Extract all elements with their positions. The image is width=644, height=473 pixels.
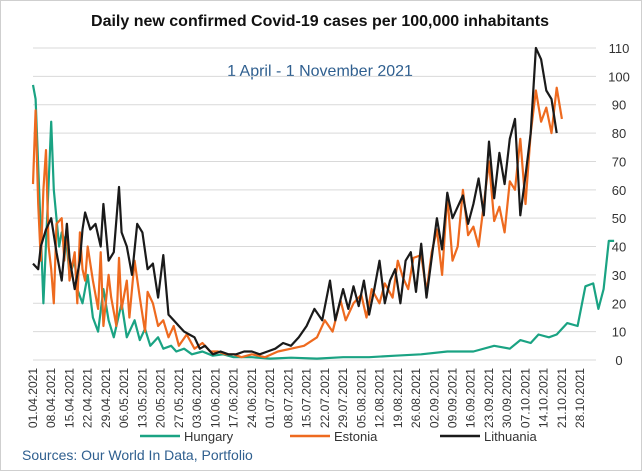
x-tick-label: 30.09.2021: [500, 368, 514, 428]
x-tick-label: 01.07.2021: [263, 368, 277, 428]
x-tick-label: 06.05.2021: [117, 368, 131, 428]
legend-label: Lithuania: [484, 429, 538, 444]
x-tick-label: 14.10.2021: [537, 368, 551, 428]
y-tick-label: 90: [612, 98, 626, 113]
x-tick-label: 19.08.2021: [391, 368, 405, 428]
y-tick-label: 30: [612, 268, 626, 283]
x-tick-label: 27.05.2021: [172, 368, 186, 428]
y-tick-label: 100: [608, 69, 630, 84]
y-tick-label: 70: [612, 154, 626, 169]
y-tick-label: 20: [612, 296, 626, 311]
chart-title: Daily new confirmed Covid-19 cases per 1…: [91, 13, 549, 30]
x-tick-label: 29.04.2021: [99, 368, 113, 428]
y-tick-label: 0: [615, 353, 622, 368]
x-tick-label: 08.07.2021: [281, 368, 295, 428]
x-tick-label: 07.10.2021: [518, 368, 532, 428]
legend-label: Hungary: [184, 429, 234, 444]
x-tick-label: 05.08.2021: [354, 368, 368, 428]
x-tick-label: 28.10.2021: [573, 368, 587, 428]
y-tick-label: 50: [612, 211, 626, 226]
x-tick-label: 13.05.2021: [135, 368, 149, 428]
y-tick-label: 10: [612, 325, 626, 340]
x-tick-label: 12.08.2021: [373, 368, 387, 428]
x-tick-label: 09.09.2021: [446, 368, 460, 428]
y-tick-label: 80: [612, 126, 626, 141]
x-tick-label: 23.09.2021: [482, 368, 496, 428]
x-tick-label: 21.10.2021: [555, 368, 569, 428]
x-tick-label: 08.04.2021: [44, 368, 58, 428]
x-tick-label: 24.06.2021: [245, 368, 259, 428]
y-tick-label: 60: [612, 183, 626, 198]
source-note: Sources: Our World In Data, Portfolio: [22, 447, 253, 463]
x-tick-label: 22.04.2021: [81, 368, 95, 428]
y-tick-label: 110: [609, 41, 630, 56]
series-line-lithuania: [32, 46, 558, 356]
x-tick-label: 20.05.2021: [154, 368, 168, 428]
x-tick-label: 03.06.2021: [190, 368, 204, 428]
x-tick-label: 15.04.2021: [62, 368, 76, 428]
x-tick-label: 10.06.2021: [208, 368, 222, 428]
x-tick-label: 26.08.2021: [409, 368, 423, 428]
x-tick-label: 01.04.2021: [26, 368, 40, 428]
x-tick-label: 29.07.2021: [336, 368, 350, 428]
x-tick-label: 15.07.2021: [300, 368, 314, 428]
y-tick-label: 40: [612, 240, 626, 255]
series-line-estonia: [31, 86, 563, 359]
chart-subtitle: 1 April - 1 November 2021: [227, 63, 413, 80]
x-tick-label: 02.09.2021: [427, 368, 441, 428]
x-tick-label: 17.06.2021: [227, 368, 241, 428]
x-tick-label: 22.07.2021: [318, 368, 332, 428]
legend-label: Estonia: [334, 429, 378, 444]
x-tick-label: 16.09.2021: [464, 368, 478, 428]
